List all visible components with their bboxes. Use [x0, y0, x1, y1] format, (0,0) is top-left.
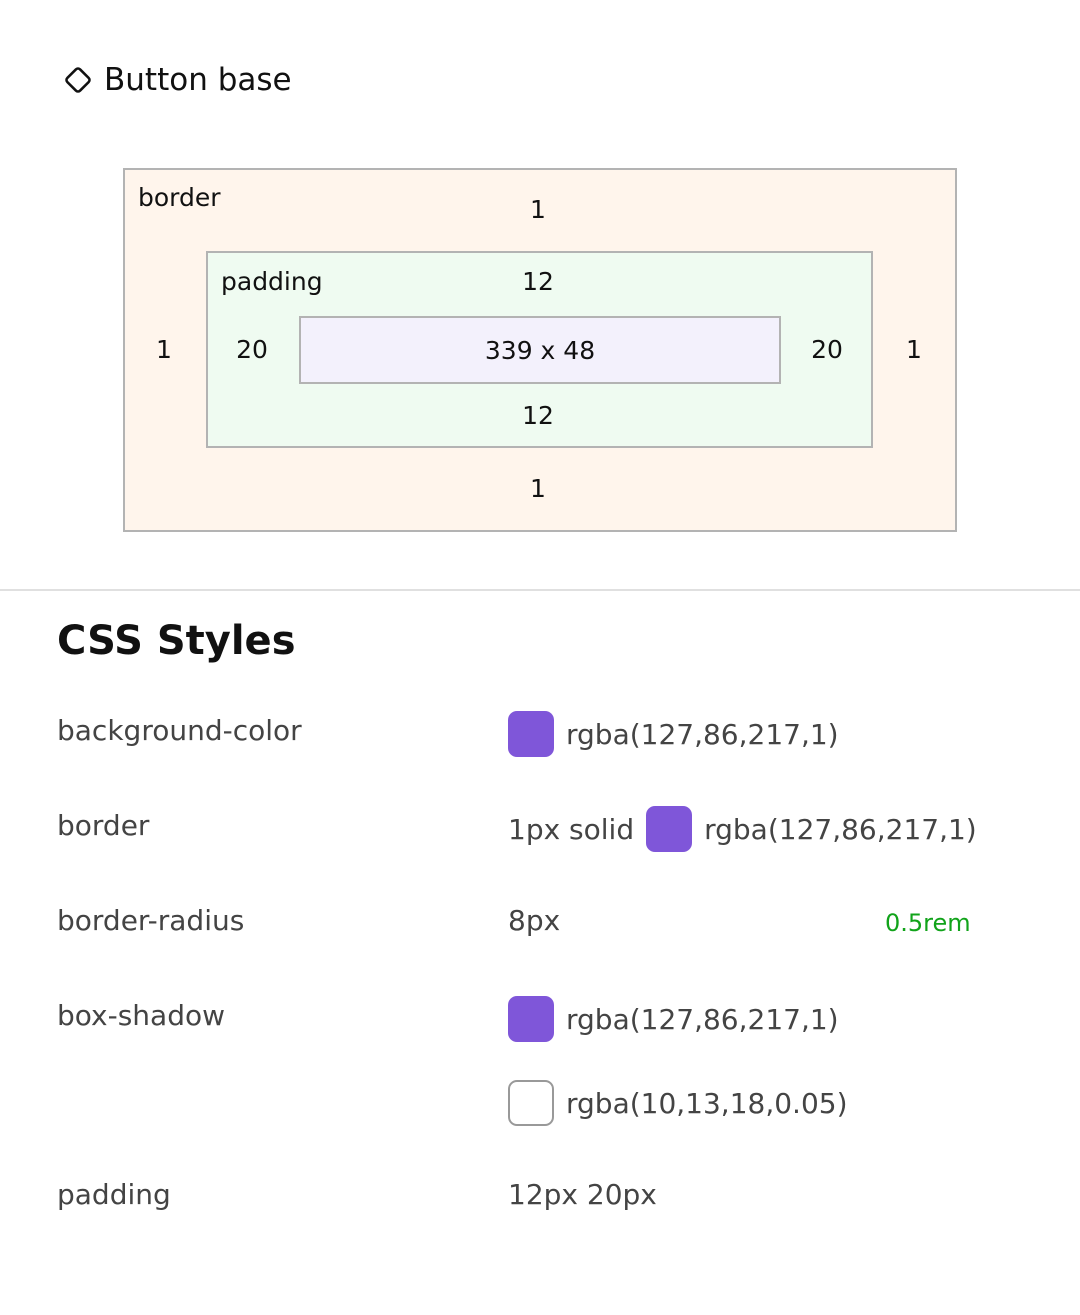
border-left: 1 — [156, 335, 172, 364]
value-border: 1px solid rgba(127,86,217,1) — [508, 806, 977, 852]
padding-label: padding — [221, 267, 323, 296]
divider — [0, 589, 1080, 591]
prop-border-radius: border-radius — [57, 904, 245, 937]
component-name: Button base — [104, 62, 292, 98]
value-box-shadow-1: rgba(127,86,217,1) — [508, 996, 839, 1042]
border-top: 1 — [530, 195, 546, 224]
border-label: border — [138, 183, 221, 212]
color-value[interactable]: rgba(127,86,217,1) — [566, 717, 839, 751]
component-diamond-icon — [65, 67, 91, 93]
prop-background-color: background-color — [57, 714, 302, 747]
padding-right: 20 — [811, 335, 843, 364]
component-title: Button base — [62, 62, 292, 98]
padding-bottom: 12 — [522, 401, 554, 430]
color-swatch[interactable] — [646, 806, 693, 852]
value-background-color: rgba(127,86,217,1) — [508, 711, 839, 757]
color-value[interactable]: rgba(127,86,217,1) — [566, 1002, 839, 1036]
color-swatch[interactable] — [508, 996, 554, 1042]
border-style: 1px solid — [508, 812, 635, 846]
color-value[interactable]: rgba(10,13,18,0.05) — [566, 1086, 848, 1120]
border-right: 1 — [906, 335, 922, 364]
prop-border: border — [57, 809, 150, 842]
value-padding: 12px 20px — [508, 1178, 657, 1211]
content-size: 339 x 48 — [484, 335, 596, 365]
prop-padding: padding — [57, 1178, 171, 1211]
padding-left: 20 — [236, 335, 268, 364]
padding-value[interactable]: 12px 20px — [508, 1178, 657, 1211]
padding-top: 12 — [522, 267, 554, 296]
value-border-radius: 8px — [508, 904, 560, 937]
border-bottom: 1 — [530, 474, 546, 503]
radius-rem[interactable]: 0.5rem — [885, 909, 971, 937]
color-value[interactable]: rgba(127,86,217,1) — [704, 812, 977, 846]
radius-value[interactable]: 8px — [508, 904, 561, 937]
value-box-shadow-2: rgba(10,13,18,0.05) — [508, 1080, 848, 1126]
box-model-content: 339 x 48 — [299, 316, 781, 384]
color-swatch[interactable] — [508, 711, 554, 757]
color-swatch[interactable] — [508, 1080, 554, 1126]
prop-box-shadow: box-shadow — [57, 999, 226, 1032]
css-styles-heading: CSS Styles — [57, 618, 296, 664]
